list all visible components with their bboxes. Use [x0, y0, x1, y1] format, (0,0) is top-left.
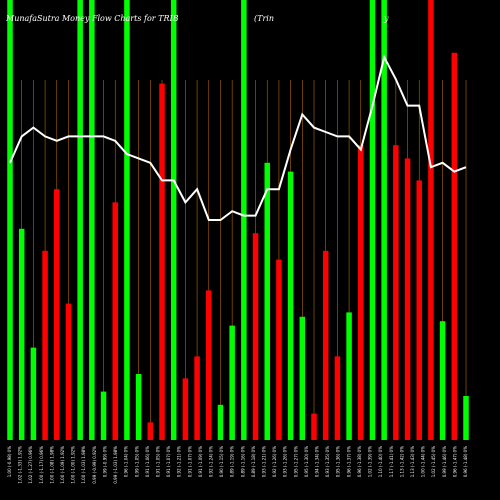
x-tick-label: 0.91 (-1.07) 0% — [187, 446, 192, 477]
bar-up — [7, 0, 13, 440]
x-tick-label: 0.93 (-1.26) 0% — [283, 446, 288, 477]
x-tick-label: 0.99 (-1.46) 0% — [442, 446, 447, 477]
x-tick-label: 0.96 (-1.04) 0% — [124, 446, 129, 477]
bar-down — [182, 378, 189, 440]
chart-title-suffix: y — [383, 14, 389, 23]
x-tick-label: 1.02 (-1.39) 0% — [368, 446, 373, 477]
x-tick-label: 0.96 (-1.38) 0% — [357, 446, 362, 477]
x-tick-label: 0.91 (-1.07) 0% — [166, 446, 171, 477]
bar-up — [463, 396, 469, 440]
x-tick-label: 1.00 (-1.03) 1.98% — [81, 446, 86, 484]
x-tick-label: 0.89 (-1.18) 0% — [251, 446, 256, 477]
x-tick-label: 1.00 (-1.00) 1.92% — [71, 446, 76, 484]
x-tick-label: 0.92 (-1.21) 0% — [177, 446, 182, 477]
x-tick-label: 0.95 (-1.30) 0% — [304, 446, 309, 477]
x-tick-label: 0.91 (-1.09) 0% — [198, 446, 203, 477]
bar-up — [264, 162, 270, 441]
x-tick-label: 0.96 (-1.47) 0% — [452, 446, 457, 477]
x-tick-label: 0.89 (-1.19) 0% — [230, 446, 235, 477]
bar-up — [346, 312, 352, 440]
bar-down — [159, 83, 165, 440]
x-tick-label: 1.00 (-1.09) 1.92% — [60, 446, 65, 484]
bar-up — [30, 347, 37, 440]
bar-up — [124, 0, 130, 440]
bar-up — [439, 321, 446, 440]
bar-up — [369, 0, 376, 440]
x-tick-label: 1.13 (-1.43) 0% — [410, 446, 415, 477]
bar-down — [42, 250, 48, 440]
x-tick-label: 0.93 (-1.35) 0% — [325, 446, 330, 477]
money-flow-line — [9, 54, 467, 221]
x-tick-label: 1.13 (-1.42) 0% — [399, 446, 404, 477]
bar-down — [393, 145, 399, 440]
x-tick-label: 0.93 (-1.21) 0% — [262, 446, 267, 477]
bar-up — [100, 391, 107, 440]
x-tick-label: 0.89 (-1.16) 0% — [240, 446, 245, 477]
x-tick-label: 0.94 (-1.34) 0% — [315, 446, 320, 477]
bar-up — [229, 325, 235, 440]
bar-down — [404, 158, 411, 440]
x-tick-label: 0.91 (-1.05) 0% — [156, 446, 161, 477]
x-tick-label: 1.00 (-1.44) 0% — [421, 446, 426, 477]
x-tick-label: 1.02 (-1.27) 0.96% — [28, 446, 33, 484]
x-tick-label: 1.10 (-1.40) 0% — [378, 446, 383, 477]
x-tick-label: 0.96 (-1.37) 0% — [346, 446, 351, 477]
bar-up — [18, 228, 25, 440]
bar-series — [7, 0, 469, 441]
bar-down — [311, 413, 317, 440]
chart-title-company: (Trin — [254, 14, 274, 23]
x-tick-label: 1.00 (-1.08) 1.98% — [49, 446, 54, 484]
bar-down — [451, 52, 458, 441]
x-tick-label: 1.17 (-1.41) 0% — [389, 446, 394, 477]
bar-down — [194, 356, 200, 440]
x-tick-label: 0.99 (-1.05) 0% — [134, 446, 139, 477]
bar-down — [252, 233, 259, 440]
bar-up — [287, 171, 294, 440]
bar-up — [381, 0, 387, 440]
bar-down — [416, 180, 422, 440]
x-tick-label: 0.95 (-1.27) 0% — [293, 446, 298, 477]
x-tick-label: 0.92 (-1.26) 0% — [272, 446, 277, 477]
bar-down — [276, 259, 282, 440]
bar-up — [217, 404, 224, 440]
bar-down — [112, 202, 118, 440]
bar-down — [428, 0, 434, 440]
x-tick-label: 0.99 (-1.03) 1.98% — [113, 446, 118, 484]
bar-down — [206, 290, 212, 440]
bar-up — [77, 0, 83, 440]
x-tick-label: 0.92 (-1.24) 0% — [209, 446, 214, 477]
bar-up — [170, 0, 177, 440]
x-tick-label: 1.00 (-0.98) 0% — [7, 446, 12, 477]
bar-down — [322, 250, 329, 440]
chart-title: MunafaSutra Money Flow Charts for TRIB — [5, 14, 179, 23]
bar-down — [54, 189, 60, 440]
x-tick-label: 0.99 (-0.99) 0% — [102, 446, 107, 477]
x-tick-label: 0.91 (-1.06) 0% — [145, 446, 150, 477]
x-tick-label: 1.02 (-1.33) 1.92% — [18, 446, 23, 484]
bar-up — [135, 374, 142, 440]
bar-up — [241, 0, 247, 440]
x-tick-label: 0.95 (-1.36) 0% — [336, 446, 341, 477]
x-tick-label: 0.90 (-1.15) 0% — [219, 446, 224, 477]
bar-down — [147, 422, 154, 440]
x-tick-label: 0.96 (-1.48) 0% — [463, 446, 468, 477]
bar-down — [334, 356, 341, 440]
x-tick-label: 1.02 (-1.45) 0% — [431, 446, 436, 477]
x-tick-label: 0.99 (-0.99) 0.92% — [92, 446, 97, 484]
bar-up — [299, 316, 306, 440]
bar-up — [89, 0, 95, 440]
x-axis-labels: 1.00 (-0.98) 0% 1.02 (-1.33) 1.92% 1.02 (-… — [7, 446, 468, 484]
bar-down — [65, 303, 72, 440]
bar-down — [358, 145, 364, 440]
x-tick-label: 1.00 (-1.17) 0.96% — [39, 446, 44, 484]
